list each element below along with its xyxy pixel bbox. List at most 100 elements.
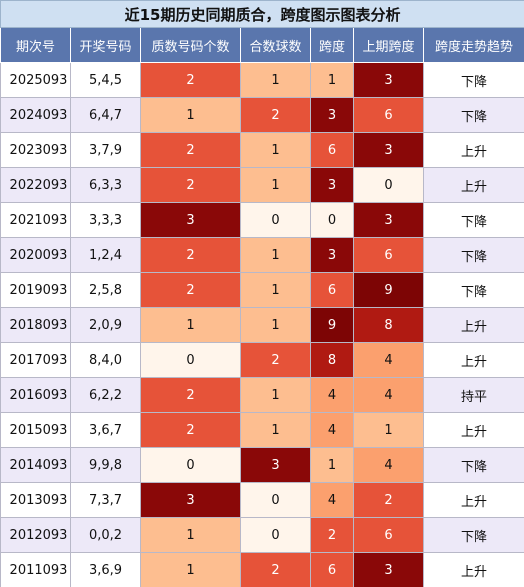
cell-prev-span: 2: [353, 482, 424, 518]
table-row: 2016093 6,2,2 2 1 4 4 持平: [0, 377, 524, 413]
header-span: 跨度: [310, 27, 354, 63]
cell-prev-span: 4: [353, 377, 424, 413]
cell-trend: 上升: [422, 167, 524, 203]
cell-trend: 上升: [422, 307, 524, 343]
cell-period: 2012093: [0, 517, 71, 553]
header-numbers: 开奖号码: [70, 27, 141, 63]
table-row: 2017093 8,4,0 0 2 8 4 上升: [0, 342, 524, 378]
cell-trend: 下降: [422, 62, 524, 98]
header-composite-count: 合数球数: [240, 27, 311, 63]
cell-period: 2024093: [0, 97, 71, 133]
cell-numbers: 2,0,9: [70, 307, 141, 343]
cell-prime-count: 2: [140, 237, 241, 273]
cell-prime-count: 0: [140, 447, 241, 483]
cell-prev-span: 3: [353, 202, 424, 238]
cell-prime-count: 2: [140, 132, 241, 168]
table-body: 2025093 5,4,5 2 1 1 3 下降 2024093 6,4,7 1 2 3 6 下降 2023…: [0, 62, 524, 587]
cell-numbers: 7,3,7: [70, 482, 141, 518]
cell-period: 2014093: [0, 447, 71, 483]
cell-numbers: 5,4,5: [70, 62, 141, 98]
cell-composite-count: 1: [240, 307, 311, 343]
cell-prime-count: 1: [140, 307, 241, 343]
cell-period: 2011093: [0, 552, 71, 587]
table-row: 2020093 1,2,4 2 1 3 6 下降: [0, 237, 524, 273]
cell-trend: 持平: [422, 377, 524, 413]
header-row: 期次号 开奖号码 质数号码个数 合数球数 跨度 上期跨度 跨度走势趋势: [0, 27, 524, 63]
table-title: 近15期历史同期质合，跨度图示图表分析: [0, 0, 524, 28]
cell-numbers: 0,0,2: [70, 517, 141, 553]
cell-span: 6: [310, 272, 354, 308]
table-row: 2015093 3,6,7 2 1 4 1 上升: [0, 412, 524, 448]
cell-trend: 下降: [422, 97, 524, 133]
cell-span: 4: [310, 412, 354, 448]
cell-numbers: 2,5,8: [70, 272, 141, 308]
cell-span: 3: [310, 97, 354, 133]
cell-span: 8: [310, 342, 354, 378]
cell-composite-count: 1: [240, 412, 311, 448]
cell-prev-span: 3: [353, 132, 424, 168]
cell-numbers: 6,3,3: [70, 167, 141, 203]
cell-numbers: 6,4,7: [70, 97, 141, 133]
cell-prev-span: 6: [353, 97, 424, 133]
table-row: 2018093 2,0,9 1 1 9 8 上升: [0, 307, 524, 343]
cell-prev-span: 4: [353, 342, 424, 378]
cell-composite-count: 1: [240, 237, 311, 273]
cell-composite-count: 1: [240, 132, 311, 168]
cell-period: 2025093: [0, 62, 71, 98]
cell-composite-count: 1: [240, 272, 311, 308]
cell-span: 2: [310, 517, 354, 553]
cell-span: 0: [310, 202, 354, 238]
cell-period: 2020093: [0, 237, 71, 273]
cell-composite-count: 0: [240, 202, 311, 238]
table-row: 2019093 2,5,8 2 1 6 9 下降: [0, 272, 524, 308]
header-prev-span: 上期跨度: [353, 27, 424, 63]
cell-prime-count: 0: [140, 342, 241, 378]
cell-numbers: 1,2,4: [70, 237, 141, 273]
cell-prev-span: 0: [353, 167, 424, 203]
title-row: 近15期历史同期质合，跨度图示图表分析: [0, 0, 524, 28]
cell-trend: 上升: [422, 132, 524, 168]
cell-trend: 上升: [422, 482, 524, 518]
cell-numbers: 3,6,7: [70, 412, 141, 448]
table-row: 2024093 6,4,7 1 2 3 6 下降: [0, 97, 524, 133]
cell-numbers: 3,7,9: [70, 132, 141, 168]
cell-span: 9: [310, 307, 354, 343]
table-row: 2014093 9,9,8 0 3 1 4 下降: [0, 447, 524, 483]
cell-trend: 上升: [422, 412, 524, 448]
cell-prev-span: 3: [353, 552, 424, 587]
cell-span: 3: [310, 167, 354, 203]
table-row: 2013093 7,3,7 3 0 4 2 上升: [0, 482, 524, 518]
cell-composite-count: 3: [240, 447, 311, 483]
cell-span: 4: [310, 377, 354, 413]
table-row: 2023093 3,7,9 2 1 6 3 上升: [0, 132, 524, 168]
table-row: 2021093 3,3,3 3 0 0 3 下降: [0, 202, 524, 238]
cell-trend: 上升: [422, 552, 524, 587]
cell-prev-span: 9: [353, 272, 424, 308]
cell-period: 2022093: [0, 167, 71, 203]
cell-numbers: 8,4,0: [70, 342, 141, 378]
cell-prime-count: 2: [140, 412, 241, 448]
cell-numbers: 3,3,3: [70, 202, 141, 238]
cell-trend: 下降: [422, 447, 524, 483]
cell-period: 2013093: [0, 482, 71, 518]
cell-period: 2019093: [0, 272, 71, 308]
cell-composite-count: 1: [240, 377, 311, 413]
cell-prime-count: 1: [140, 552, 241, 587]
cell-span: 3: [310, 237, 354, 273]
cell-trend: 下降: [422, 202, 524, 238]
table-row: 2011093 3,6,9 1 2 6 3 上升: [0, 552, 524, 587]
cell-composite-count: 1: [240, 62, 311, 98]
cell-composite-count: 2: [240, 342, 311, 378]
cell-composite-count: 0: [240, 517, 311, 553]
cell-prev-span: 8: [353, 307, 424, 343]
cell-period: 2018093: [0, 307, 71, 343]
cell-period: 2023093: [0, 132, 71, 168]
cell-prime-count: 1: [140, 97, 241, 133]
table-row: 2022093 6,3,3 2 1 3 0 上升: [0, 167, 524, 203]
cell-prime-count: 2: [140, 167, 241, 203]
cell-composite-count: 1: [240, 167, 311, 203]
cell-period: 2016093: [0, 377, 71, 413]
cell-prime-count: 1: [140, 517, 241, 553]
cell-prime-count: 2: [140, 62, 241, 98]
